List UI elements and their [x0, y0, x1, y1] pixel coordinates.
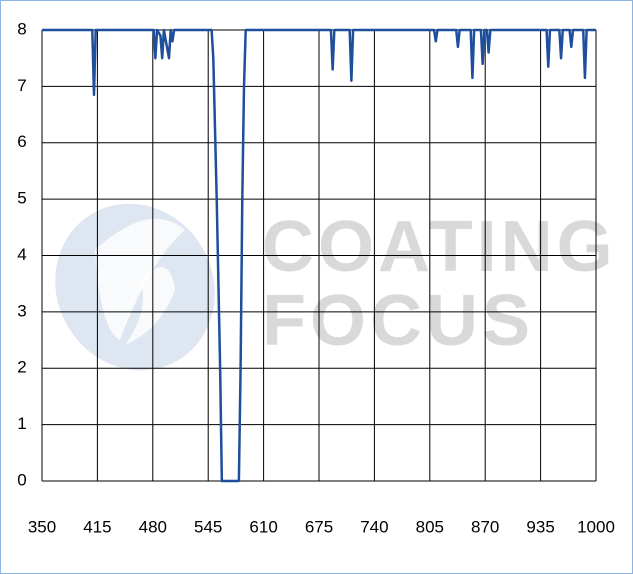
x-tick-label: 415 [83, 517, 111, 536]
x-tick-label: 610 [249, 517, 277, 536]
watermark-line: COATING [262, 207, 617, 287]
y-tick-label: 0 [17, 470, 26, 489]
y-tick-label: 8 [17, 19, 26, 38]
x-tick-label: 740 [360, 517, 388, 536]
watermark-line: FOCUS [262, 281, 534, 361]
x-tick-label: 675 [305, 517, 333, 536]
x-tick-label: 805 [416, 517, 444, 536]
y-tick-label: 1 [17, 414, 26, 433]
watermark-logo [55, 203, 215, 371]
x-tick-label: 545 [194, 517, 222, 536]
x-tick-label: 935 [526, 517, 554, 536]
y-tick-label: 4 [17, 245, 26, 264]
y-tick-label: 6 [17, 132, 26, 151]
y-tick-label: 2 [17, 358, 26, 377]
y-tick-label: 5 [17, 189, 26, 208]
y-tick-label: 7 [17, 76, 26, 95]
x-tick-label: 350 [28, 517, 56, 536]
x-tick-label: 480 [139, 517, 167, 536]
x-tick-label: 870 [471, 517, 499, 536]
x-tick-label: 1000 [577, 517, 615, 536]
data-line [42, 28, 596, 483]
y-tick-label: 3 [17, 301, 26, 320]
